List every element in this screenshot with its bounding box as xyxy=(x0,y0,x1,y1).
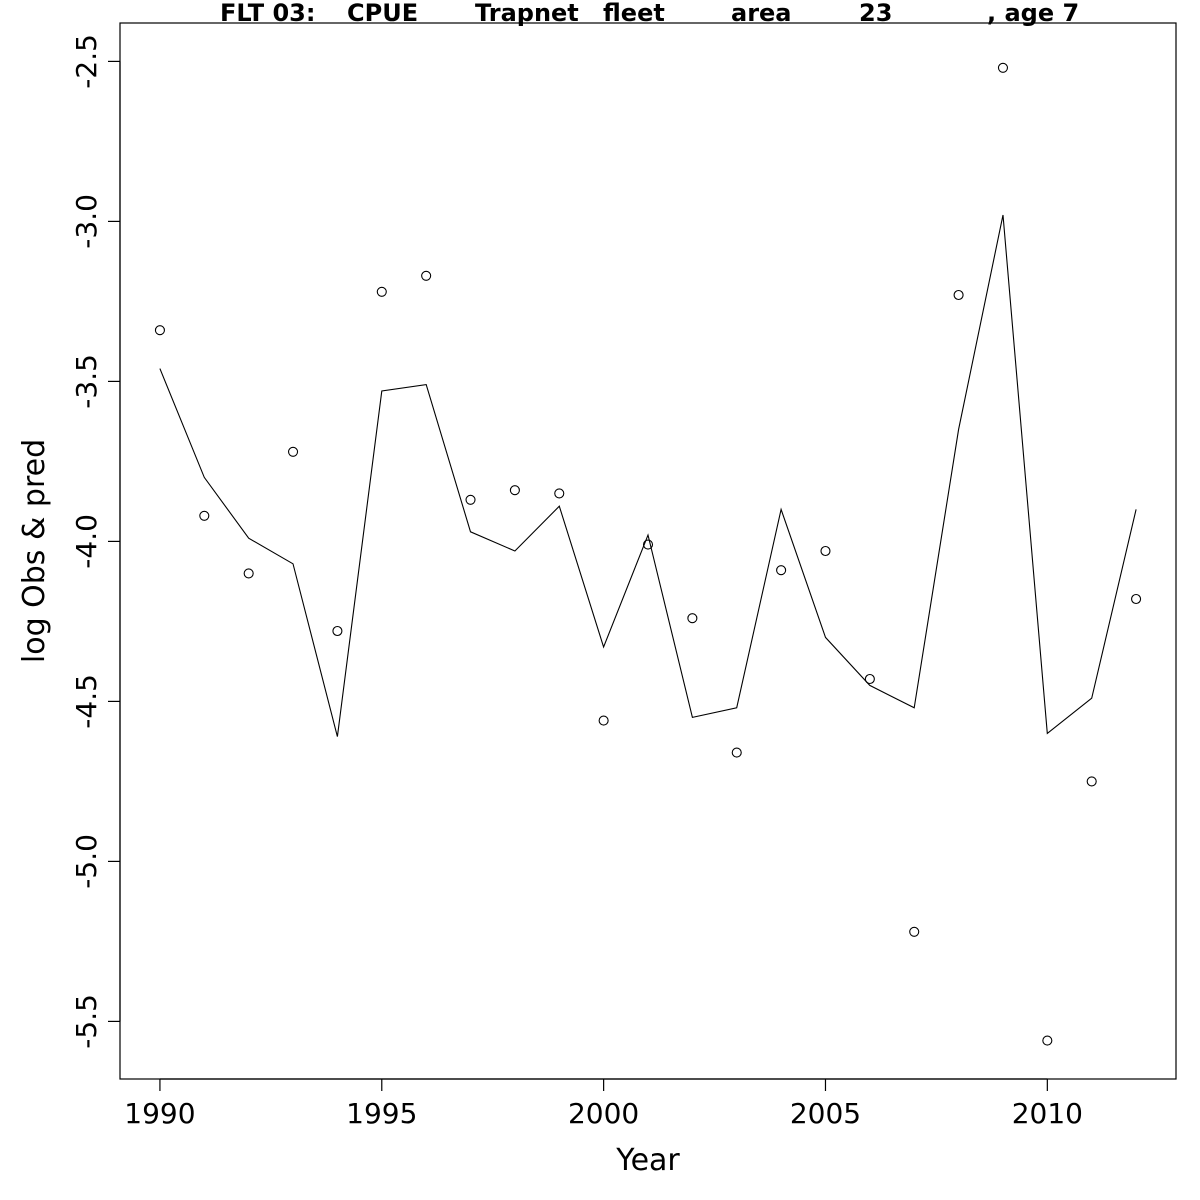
observed-point xyxy=(776,565,787,576)
observed-point xyxy=(332,625,343,637)
predicted-series xyxy=(159,214,1137,737)
y-tick-label: -4.0 xyxy=(70,514,103,569)
x-tick-label: 1995 xyxy=(346,1097,417,1130)
observed-point xyxy=(997,62,1009,73)
x-tick-label: 2005 xyxy=(790,1097,861,1130)
y-axis: -5.5 -5.0 -4.5 -4.0 -3.5 -3.0 -2.5 xyxy=(70,34,121,1049)
observed-point xyxy=(731,747,742,758)
x-tick-label: 2000 xyxy=(568,1097,639,1130)
observed-point xyxy=(1086,776,1097,787)
observed-point xyxy=(1131,593,1142,605)
observed-point xyxy=(554,488,565,499)
observed-point xyxy=(820,545,831,557)
observed-point xyxy=(421,270,432,281)
y-axis-label: log Obs & pred xyxy=(17,439,52,663)
x-tick-label: 2010 xyxy=(1012,1097,1083,1130)
x-axis: 1990 1995 2000 2005 2010 xyxy=(124,1078,1083,1130)
y-tick-label: -4.5 xyxy=(70,674,103,729)
observed-point xyxy=(243,568,254,579)
observed-point xyxy=(1042,1035,1053,1046)
observed-point xyxy=(199,510,210,521)
x-axis-label: Year xyxy=(615,1143,680,1178)
x-tick-label: 1990 xyxy=(124,1097,195,1130)
observed-point xyxy=(509,485,520,496)
observed-point xyxy=(287,446,299,457)
observed-point xyxy=(598,715,609,726)
observed-series xyxy=(154,62,1142,1046)
observed-point xyxy=(953,289,964,301)
y-tick-label: -3.0 xyxy=(70,194,103,249)
observed-point xyxy=(864,673,875,685)
y-tick-label: -5.5 xyxy=(70,994,103,1049)
y-tick-label: -3.5 xyxy=(70,354,103,409)
observed-point xyxy=(154,325,165,336)
observed-point xyxy=(909,926,920,937)
y-tick-label: -5.0 xyxy=(70,834,103,889)
observed-point xyxy=(376,286,387,297)
observed-point xyxy=(465,494,476,505)
y-tick-label: -2.5 xyxy=(70,34,103,89)
predicted-line xyxy=(159,214,1137,737)
observed-point xyxy=(687,613,698,624)
observed-point xyxy=(642,539,654,550)
